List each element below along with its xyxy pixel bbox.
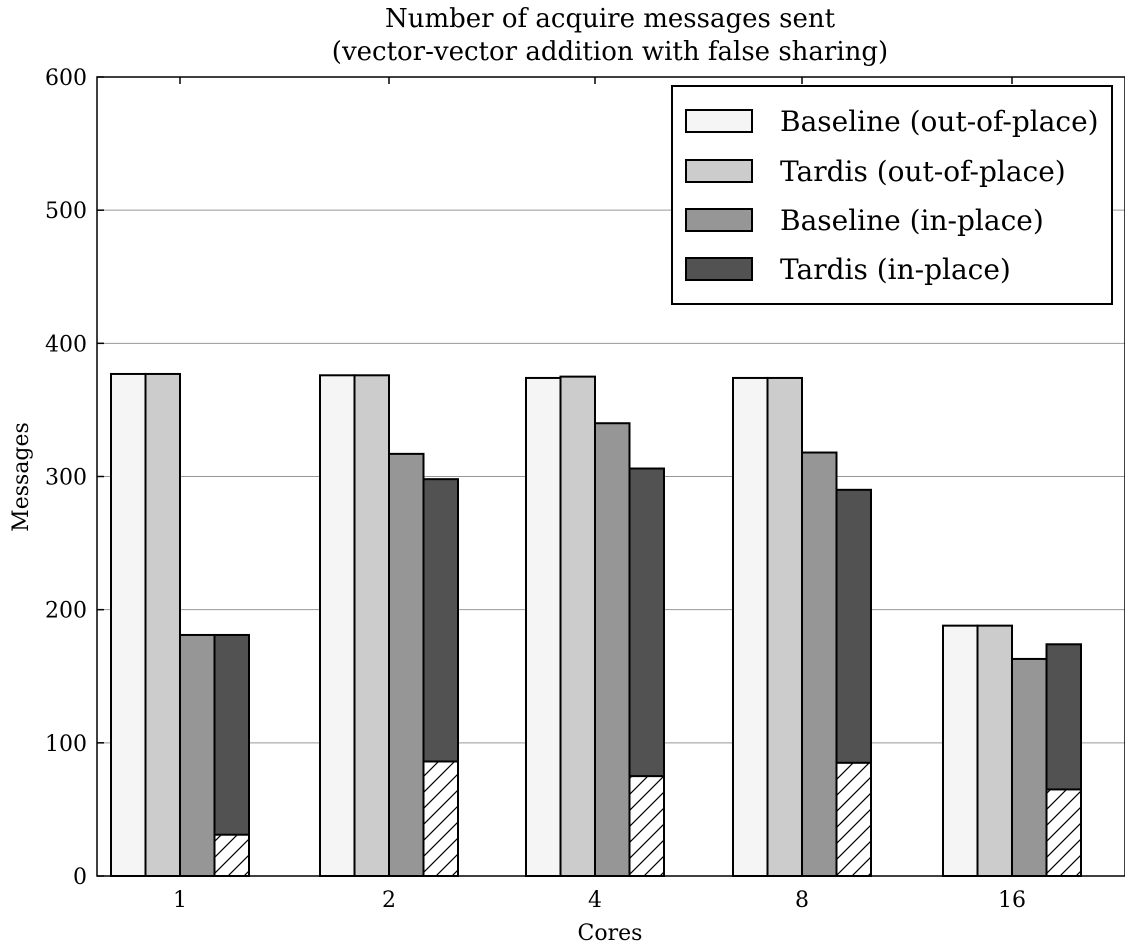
y-tick-label: 200 <box>45 599 87 624</box>
chart-title: Number of acquire messages sent <box>385 4 836 34</box>
bar-hatched-portion-2 <box>422 760 459 878</box>
bar-1-1 <box>144 372 181 877</box>
y-axis-title: Messages <box>9 422 34 532</box>
y-tick-label: 0 <box>73 865 87 890</box>
x-tick-label: 16 <box>998 888 1026 913</box>
bar-2-2 <box>388 452 425 877</box>
y-axis: 0 100 200 300 400 500 600 <box>45 66 104 890</box>
bar-0-2 <box>319 374 356 877</box>
bar-hatched-portion-1 <box>213 833 250 877</box>
bar-hatched-portion-4 <box>628 775 665 877</box>
legend: Baseline (out-of-place) Tardis (out-of-pl… <box>671 85 1113 305</box>
bar-hatched-portion-16 <box>1045 788 1082 877</box>
y-tick-label: 600 <box>45 66 87 91</box>
legend-swatch <box>685 159 753 183</box>
bar-1-16 <box>976 624 1013 877</box>
bar-2-8 <box>801 451 838 877</box>
x-tick-label: 2 <box>382 888 396 913</box>
y-tick-label: 400 <box>45 332 87 357</box>
y-tick-label: 300 <box>45 466 87 491</box>
x-tick-label: 1 <box>173 888 187 913</box>
bar-1-8 <box>766 376 803 877</box>
legend-swatch <box>685 109 753 133</box>
bar-1-4 <box>559 375 596 877</box>
bars <box>110 372 1082 878</box>
y-tick-label: 500 <box>45 199 87 224</box>
x-axis: 1 2 4 8 16 <box>173 77 1026 913</box>
bar-2-16 <box>1011 657 1048 878</box>
legend-swatch <box>685 257 753 281</box>
bar-0-16 <box>942 624 979 877</box>
legend-label: Baseline (out-of-place) <box>780 105 1099 138</box>
y-tick-label: 100 <box>45 732 87 757</box>
legend-label: Baseline (in-place) <box>780 204 1044 237</box>
bar-2-1 <box>179 633 216 877</box>
chart-subtitle: (vector-vector addition with false shari… <box>332 37 888 67</box>
bar-2-4 <box>594 422 631 877</box>
bar-hatched-portion-8 <box>835 761 872 878</box>
bar-1-2 <box>353 374 390 877</box>
legend-label: Tardis (out-of-place) <box>780 155 1066 188</box>
x-axis-title: Cores <box>578 921 643 946</box>
legend-swatch <box>685 208 753 232</box>
bar-0-1 <box>110 372 147 877</box>
x-tick-label: 4 <box>588 888 602 913</box>
bar-0-8 <box>732 376 769 877</box>
x-tick-label: 8 <box>795 888 809 913</box>
bar-0-4 <box>525 376 562 877</box>
legend-label: Tardis (in-place) <box>780 253 1011 286</box>
